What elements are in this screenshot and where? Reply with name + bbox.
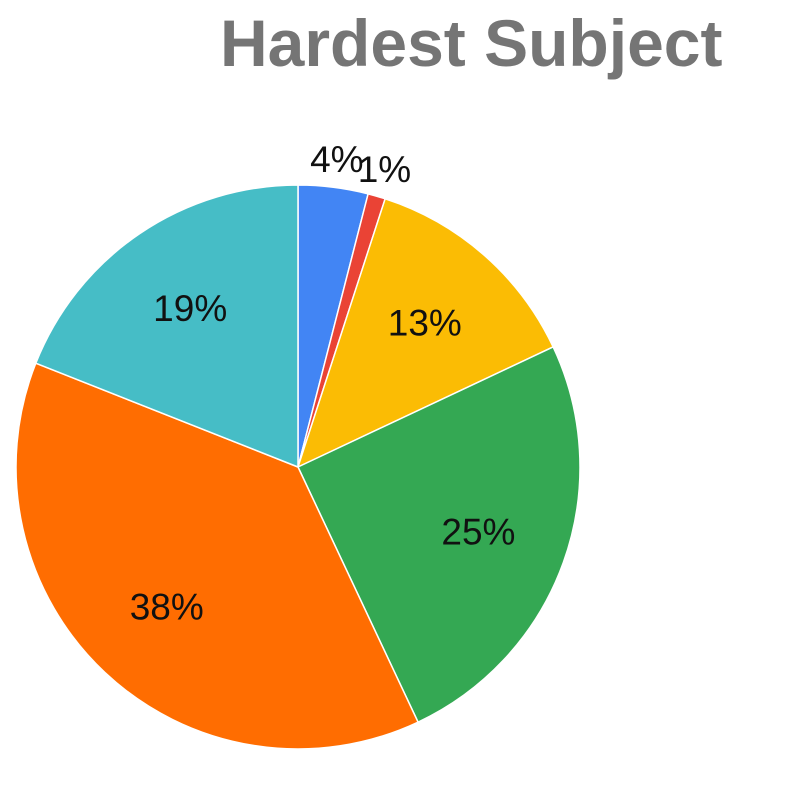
chart-title: Hardest Subject [220,6,723,80]
pie-slice-3 [297,345,581,724]
pie-slice-5 [34,184,299,469]
slice-label-5: 19% [153,288,227,329]
pie-slice-2 [296,197,555,469]
slice-label-1: 1% [358,149,411,190]
pie-slices [15,184,581,750]
slice-label-0: 4% [310,139,363,180]
slice-label-2: 13% [388,303,462,344]
slice-label-4: 38% [130,586,204,627]
pie-slice-4 [15,362,420,750]
pie-labels: 4%1% 13% 25% 38% 19% [130,139,516,627]
slice-label-3: 25% [441,511,515,552]
